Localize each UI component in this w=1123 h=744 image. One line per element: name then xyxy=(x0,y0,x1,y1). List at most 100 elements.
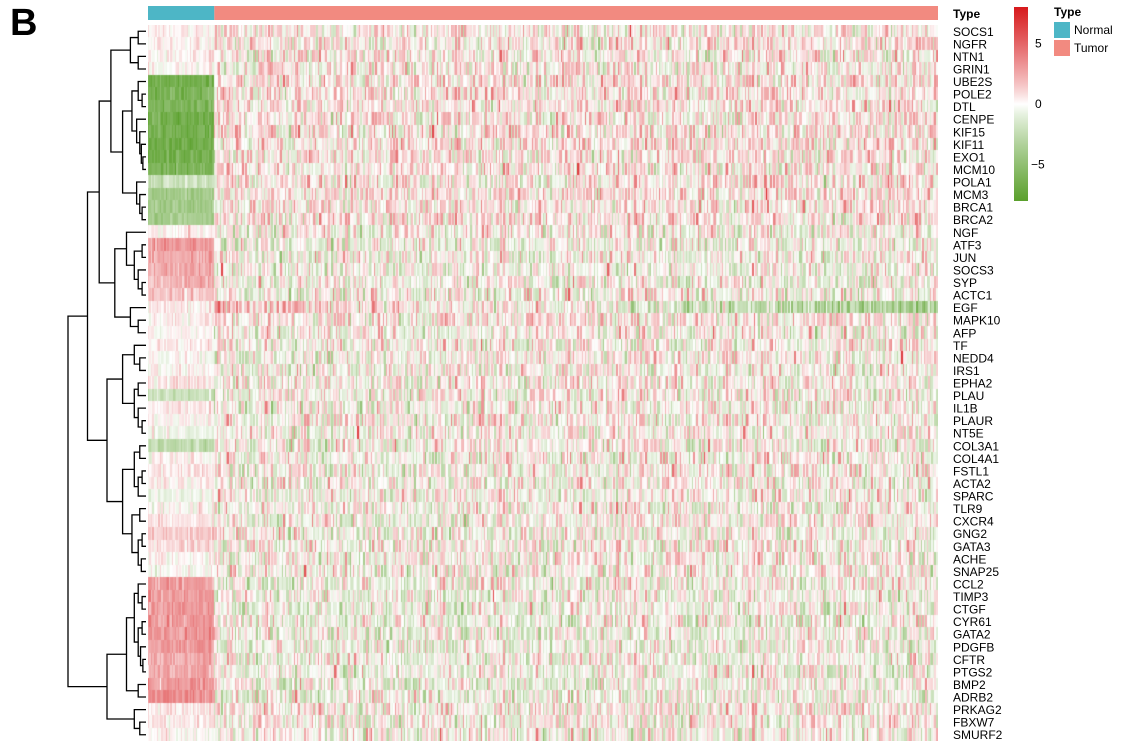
gene-label: NGF xyxy=(953,226,978,240)
gene-label: PLAUR xyxy=(953,414,993,428)
gene-label: CTGF xyxy=(953,603,986,617)
type-legend-label-normal: Normal xyxy=(1074,23,1113,37)
colorbar-tick-label: −5 xyxy=(1031,158,1045,172)
dendrogram-branch xyxy=(141,281,146,296)
dendrogram-branch xyxy=(139,445,146,460)
gene-label: KIF15 xyxy=(953,125,985,139)
gene-label: ACTA2 xyxy=(953,477,991,491)
dendrogram-branch xyxy=(133,451,140,488)
dendrogram-branch xyxy=(142,156,146,171)
dendrogram-branch xyxy=(139,507,146,522)
annotation-segment-normal xyxy=(148,6,215,20)
dendrogram-branch xyxy=(140,558,146,573)
gene-label: JUN xyxy=(953,251,976,265)
gene-label: ATF3 xyxy=(953,238,982,252)
gene-label: SPARC xyxy=(953,490,994,504)
gene-label: BMP2 xyxy=(953,678,986,692)
gene-label: ACTC1 xyxy=(953,289,993,303)
gene-label: TF xyxy=(953,339,968,353)
gene-label: KIF11 xyxy=(953,138,984,152)
annotation-track-title: Type xyxy=(953,7,980,21)
row-dendrogram xyxy=(67,30,146,736)
type-legend-swatch-tumor xyxy=(1054,40,1070,56)
gene-label: MAPK10 xyxy=(953,314,1001,328)
dendrogram-branch xyxy=(137,55,146,70)
dendrogram-branch xyxy=(137,30,146,45)
annotation-segment-tumor xyxy=(214,6,938,20)
gene-label: NGFR xyxy=(953,37,987,51)
dendrogram-branch xyxy=(141,206,146,221)
gene-labels: SOCS1NGFRNTN1GRIN1UBE2SPOLE2DTLCENPEKIF1… xyxy=(953,25,1003,742)
type-legend-label-tumor: Tumor xyxy=(1074,41,1108,55)
gene-label: PRKAG2 xyxy=(953,703,1002,717)
gene-label: CENPE xyxy=(953,113,994,127)
dendrogram-branch xyxy=(114,248,131,318)
gene-label: PDGFB xyxy=(953,640,994,654)
dendrogram-branch xyxy=(135,181,146,205)
type-annotation-track xyxy=(148,6,938,20)
gene-label: NT5E xyxy=(953,427,984,441)
gene-label: GATA2 xyxy=(953,628,991,642)
colorbar-tick-label: 5 xyxy=(1035,36,1042,50)
gene-label: COL3A1 xyxy=(953,439,999,453)
type-legend-swatch-normal xyxy=(1054,22,1070,38)
heatmap-cells xyxy=(148,25,938,741)
gene-label: SMURF2 xyxy=(953,728,1003,742)
gene-label: EXO1 xyxy=(953,150,985,164)
dendrogram-branch xyxy=(139,357,146,372)
gene-label: PTGS2 xyxy=(953,665,993,679)
gene-label: IL1B xyxy=(953,402,978,416)
gene-label: SYP xyxy=(953,276,977,290)
type-legend-title: Type xyxy=(1054,5,1081,19)
gene-label: POLE2 xyxy=(953,88,992,102)
dendrogram-branch xyxy=(106,653,135,720)
gene-label: SOCS1 xyxy=(953,25,994,39)
gene-label: SOCS3 xyxy=(953,263,994,277)
gene-label: UBE2S xyxy=(953,75,992,89)
dendrogram-branch xyxy=(137,683,146,698)
dendrogram-branch xyxy=(110,49,131,153)
gene-label: AFP xyxy=(953,326,976,340)
gene-label: CFTR xyxy=(953,653,985,667)
dendrogram-branch xyxy=(141,621,146,635)
dendrogram-branch xyxy=(139,721,146,736)
gene-label: TIMP3 xyxy=(953,590,989,604)
gene-label: BRCA2 xyxy=(953,213,993,227)
gene-label: GNG2 xyxy=(953,527,987,541)
gene-label: CYR61 xyxy=(953,615,992,629)
gene-label: GATA3 xyxy=(953,540,991,554)
gene-label: PLAU xyxy=(953,389,984,403)
dendrogram-branch xyxy=(142,658,146,673)
dendrogram-branch xyxy=(141,244,146,259)
dendrogram-branch xyxy=(137,382,146,397)
gene-label: FSTL1 xyxy=(953,464,989,478)
dendrogram-branch xyxy=(129,36,139,64)
dendrogram-branch xyxy=(125,617,139,692)
type-legend: Type Normal Tumor xyxy=(1054,5,1113,56)
gene-label: MCM3 xyxy=(953,188,989,202)
gene-label: BRCA1 xyxy=(953,201,993,215)
dendrogram-branch xyxy=(141,533,146,547)
colorbar-gradient xyxy=(1014,7,1028,201)
gene-label: IRS1 xyxy=(953,364,980,378)
dendrogram-branch xyxy=(121,110,137,194)
gene-label: CXCR4 xyxy=(953,515,994,529)
gene-label: TLR9 xyxy=(953,502,983,516)
colorbar-tick-label: 0 xyxy=(1035,97,1042,111)
dendrogram-branch xyxy=(125,231,146,266)
gene-label: DTL xyxy=(953,100,976,114)
dendrogram-branch xyxy=(135,118,146,144)
gene-label: POLA1 xyxy=(953,176,992,190)
gene-label: ADRB2 xyxy=(953,691,993,705)
dendrogram-branch xyxy=(141,595,146,610)
color-scale-legend: 5 0 −5 xyxy=(1014,7,1045,201)
gene-label: ACHE xyxy=(953,552,986,566)
gene-label: CCL2 xyxy=(953,577,984,591)
gene-label: EPHA2 xyxy=(953,377,993,391)
dendrogram-branch xyxy=(86,191,107,441)
dendrogram-branch xyxy=(67,315,107,688)
dendrogram-branch xyxy=(121,354,135,405)
gene-label: GRIN1 xyxy=(953,62,990,76)
gene-label: NTN1 xyxy=(953,50,985,64)
